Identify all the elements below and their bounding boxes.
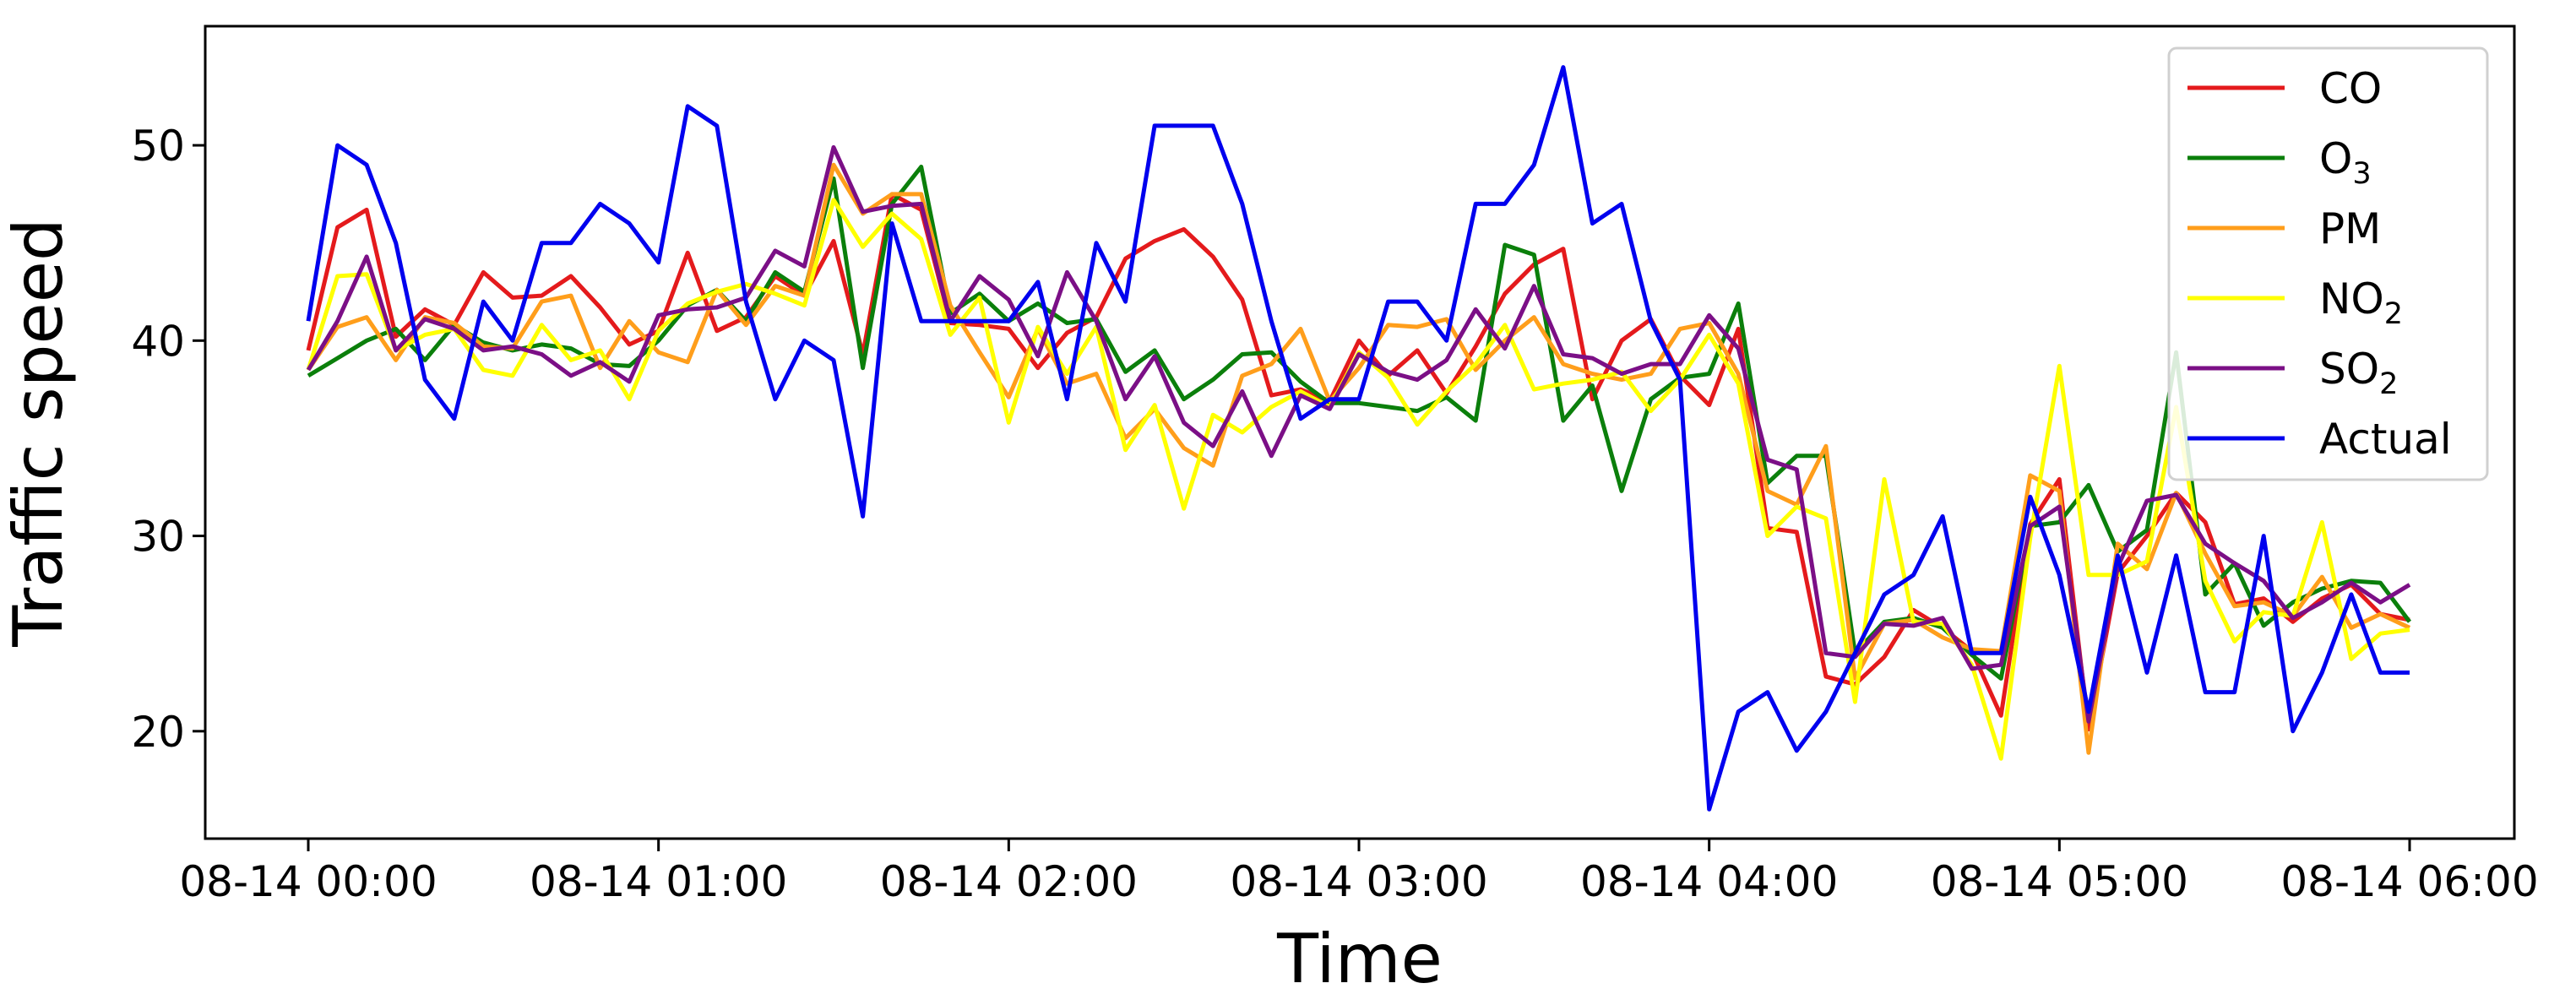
legend-label-co: CO — [2319, 64, 2382, 113]
y-tick-label: 50 — [131, 122, 185, 171]
legend: CO O3 PM NO2 SO2 Actual — [2167, 46, 2489, 481]
x-axis-title: Time — [1276, 920, 1443, 998]
legend-label-o3: O3 — [2319, 134, 2372, 191]
y-tick-label: 30 — [131, 513, 185, 562]
x-tick-label: 08-14 04:00 — [1580, 857, 1838, 906]
legend-label-no2: NO2 — [2319, 274, 2403, 331]
y-tick-label: 20 — [131, 708, 185, 757]
series-line-co — [306, 192, 2410, 731]
x-tick-label: 08-14 02:00 — [880, 857, 1138, 906]
y-axis: 20 30 40 50 — [131, 122, 205, 757]
series-line-o3 — [307, 165, 2412, 681]
legend-label-actual: Actual — [2319, 415, 2452, 464]
x-tick-label: 08-14 05:00 — [1931, 857, 2188, 906]
x-tick-label: 08-14 01:00 — [530, 857, 787, 906]
y-tick-label: 40 — [131, 317, 185, 366]
series-lines — [306, 65, 2412, 812]
legend-label-pm: PM — [2319, 204, 2381, 253]
x-tick-label: 08-14 00:00 — [179, 857, 437, 906]
x-tick-label: 08-14 06:00 — [2280, 857, 2538, 906]
series-line-pm — [306, 162, 2411, 755]
legend-label-so2: SO2 — [2319, 345, 2398, 401]
x-axis: 08-14 00:00 08-14 01:00 08-14 02:00 08-14 0… — [179, 839, 2539, 906]
y-axis-title: Traffic speed — [0, 218, 78, 647]
series-line-so2 — [306, 144, 2411, 724]
x-tick-label: 08-14 03:00 — [1230, 857, 1487, 906]
series-line-actual — [306, 65, 2410, 812]
